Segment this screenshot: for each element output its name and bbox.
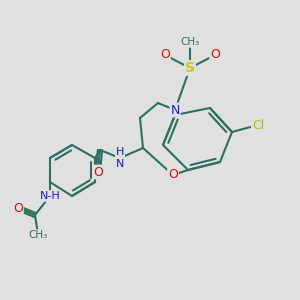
Text: N: N [170,103,180,116]
Text: Cl: Cl [252,118,264,131]
Text: O: O [168,169,178,182]
Text: S: S [185,61,195,75]
Text: N-H: N-H [40,191,60,201]
Text: CH₃: CH₃ [28,230,48,240]
Text: O: O [160,49,170,62]
Text: O: O [93,166,103,178]
Text: O: O [210,49,220,62]
Text: H
N: H N [116,147,124,169]
Text: CH₃: CH₃ [180,37,200,47]
Text: O: O [13,202,23,214]
